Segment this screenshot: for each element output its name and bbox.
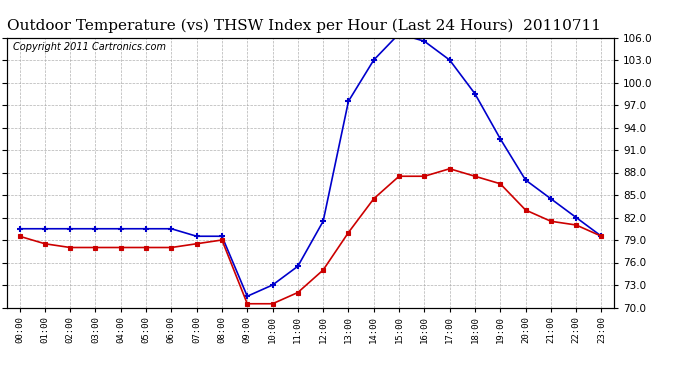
Text: Outdoor Temperature (vs) THSW Index per Hour (Last 24 Hours)  20110711: Outdoor Temperature (vs) THSW Index per … (7, 19, 600, 33)
Text: Copyright 2011 Cartronics.com: Copyright 2011 Cartronics.com (13, 42, 166, 51)
